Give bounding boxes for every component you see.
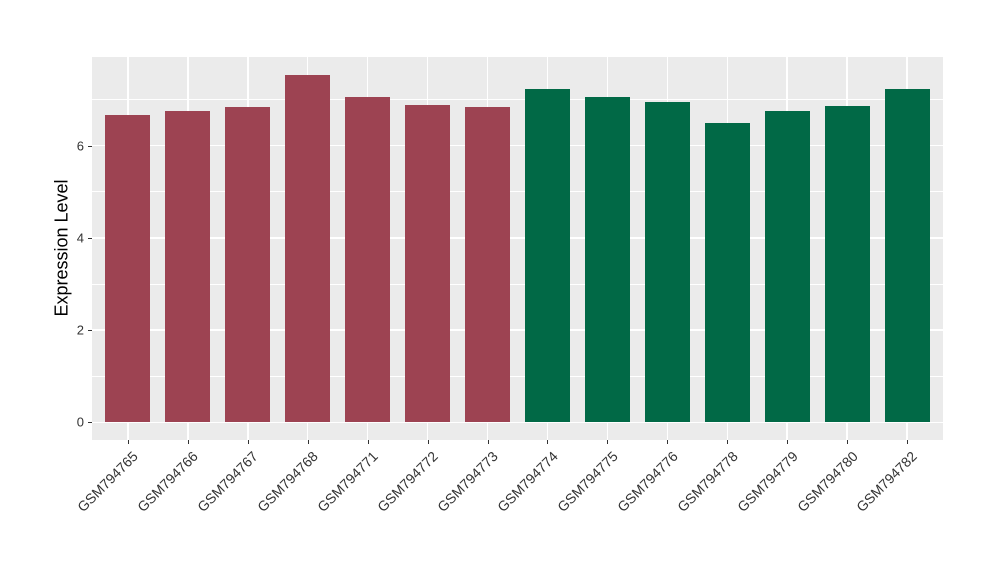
x-tick-mark [727,440,729,444]
x-tick-mark [307,440,309,444]
y-tick-label: 4 [76,230,84,246]
bar [165,110,211,423]
x-tick-mark [127,440,129,444]
bar [105,114,151,423]
x-tick-mark [547,440,549,444]
x-tick-mark [427,440,429,444]
x-tick-mark [367,440,369,444]
x-tick-label: GSM794782 [853,448,921,515]
bar [524,89,570,423]
x-tick-label: GSM794774 [493,448,561,515]
y-axis-title: Expression Level [51,179,72,317]
gridline-major-horizontal [92,144,943,147]
bar [285,74,331,423]
bar [644,102,690,423]
x-tick-label: GSM794780 [793,448,861,515]
x-tick-label: GSM794773 [433,448,501,515]
x-tick-label: GSM794778 [673,448,741,515]
y-tick-label: 0 [76,414,84,430]
bar [884,89,930,423]
gridline-minor-horizontal [92,283,943,285]
bar [584,97,630,423]
x-tick-mark [787,440,789,444]
x-tick-label: GSM794779 [733,448,801,515]
bar [465,106,510,423]
x-tick-label: GSM794771 [314,448,382,515]
bar [345,97,391,423]
x-tick-mark [487,440,489,444]
bar [764,110,810,423]
gridline-minor-horizontal [92,191,943,193]
bar [704,123,750,423]
y-tick-mark [88,237,92,239]
bar [824,106,870,423]
gridline-minor-horizontal [92,99,943,100]
x-tick-label: GSM794772 [374,448,441,515]
x-tick-label: GSM794776 [613,448,681,515]
x-tick-mark [667,440,669,444]
y-tick-mark [88,330,92,332]
x-tick-label: GSM794775 [553,448,621,515]
y-tick-label: 6 [76,138,84,154]
gridline-major-horizontal [92,237,943,239]
gridline-major-horizontal [92,421,943,424]
x-tick-mark [907,440,909,444]
x-tick-label: GSM794766 [134,448,202,515]
x-tick-label: GSM794765 [74,448,142,515]
x-tick-mark [247,440,249,444]
x-tick-label: GSM794767 [194,448,262,515]
x-tick-mark [847,440,849,444]
gridline-minor-horizontal [92,375,943,377]
bar [405,104,451,423]
y-tick-label: 2 [76,322,84,338]
x-tick-label: GSM794768 [254,448,322,515]
gridline-major-horizontal [92,329,943,331]
x-tick-mark [187,440,189,444]
plot-panel [92,57,943,440]
x-tick-mark [607,440,609,444]
bar [225,106,271,423]
y-tick-mark [88,145,92,147]
y-tick-mark [88,422,92,424]
